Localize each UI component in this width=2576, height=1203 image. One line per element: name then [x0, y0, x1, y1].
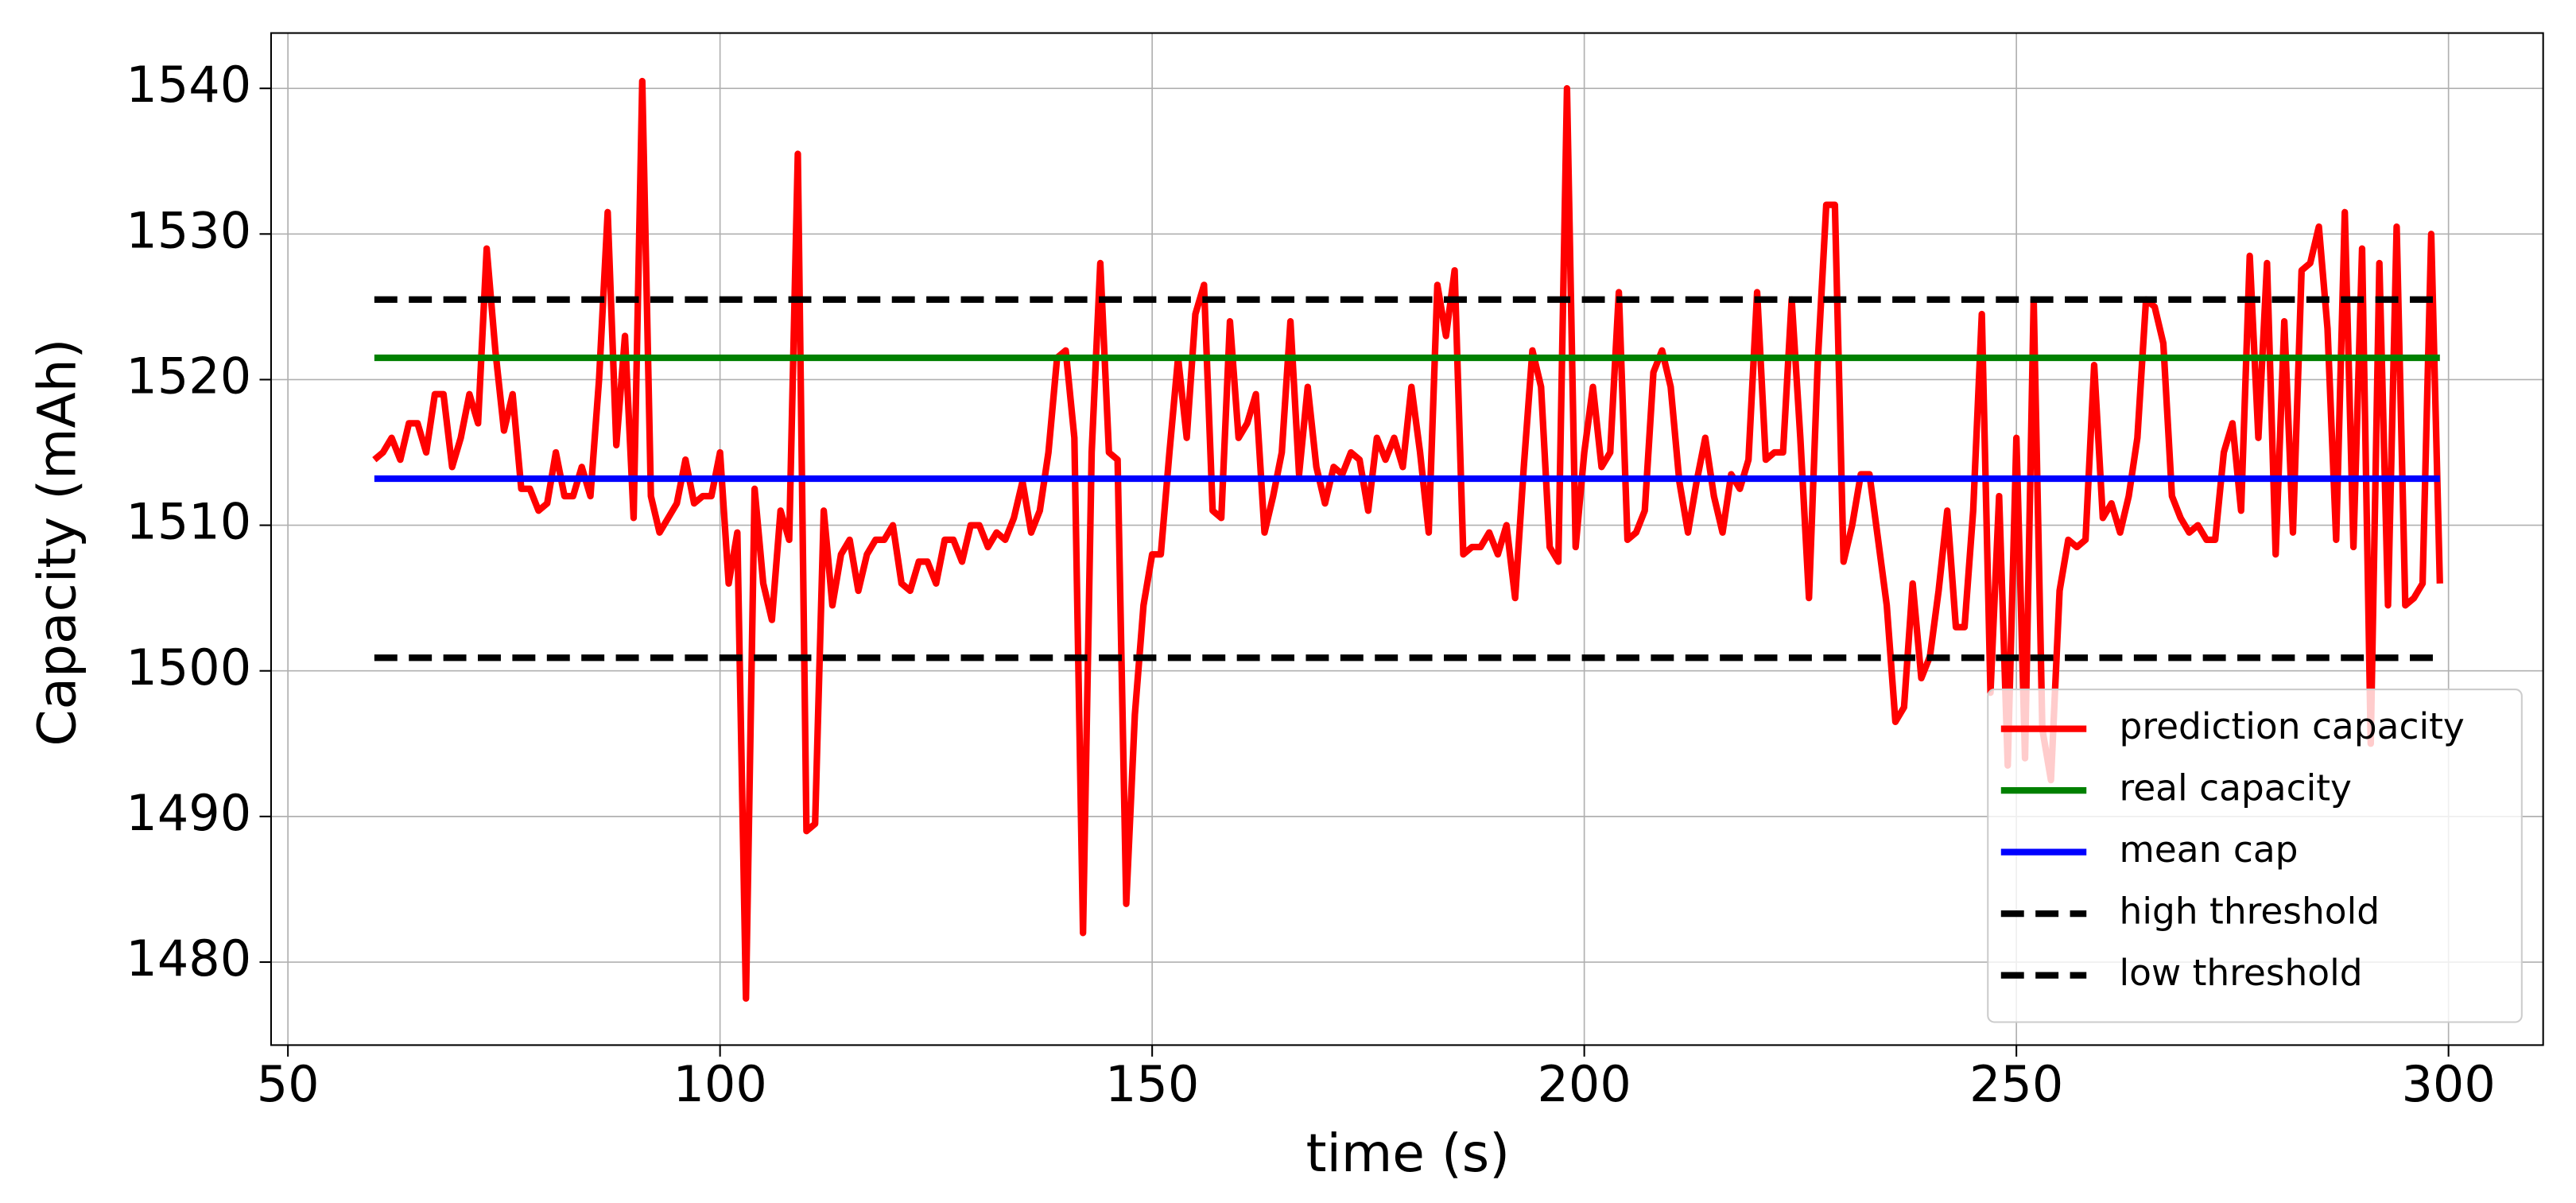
- y-tick-label: 1480: [126, 929, 251, 988]
- legend-label: low threshold: [2120, 952, 2363, 994]
- legend-label: high threshold: [2120, 891, 2380, 933]
- x-tick-label: 200: [1538, 1055, 1631, 1113]
- y-tick-label: 1540: [126, 56, 251, 114]
- legend-box: [1987, 689, 2523, 1023]
- y-axis-label: Capacity (mAh): [27, 339, 88, 747]
- x-tick-label: 150: [1105, 1055, 1199, 1113]
- y-tick-label: 1500: [126, 638, 251, 697]
- y-tick-label: 1490: [126, 784, 251, 842]
- plot-frame: [270, 32, 2544, 1046]
- legend-label: real capacity: [2120, 767, 2352, 809]
- series-line: [372, 77, 2443, 1002]
- x-tick-label: 50: [257, 1055, 320, 1113]
- y-tick-label: 1530: [126, 201, 251, 259]
- legend: prediction capacity real capacity mean cap…: [1987, 689, 2523, 1023]
- legend-label: mean cap: [2120, 829, 2299, 871]
- y-tick-label: 1510: [126, 493, 251, 551]
- x-axis-label: time (s): [1306, 1123, 1510, 1184]
- y-tick-label: 1520: [126, 347, 251, 406]
- x-tick-label: 300: [2402, 1055, 2496, 1113]
- x-tick-label: 100: [673, 1055, 767, 1113]
- x-tick-label: 250: [1969, 1055, 2063, 1113]
- legend-label: prediction capacity: [2120, 705, 2465, 747]
